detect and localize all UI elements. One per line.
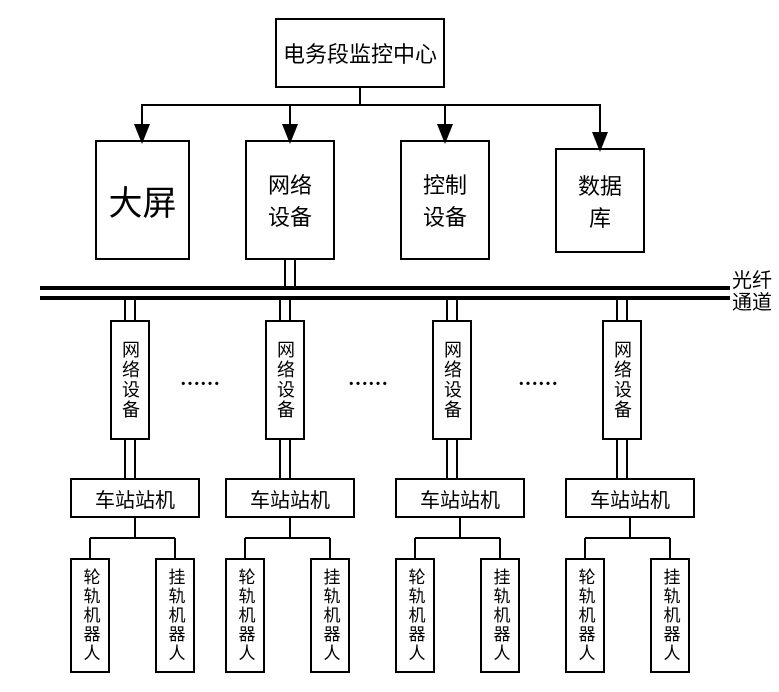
- database-box: 数据 库: [555, 148, 645, 253]
- wheel-rail-robot-box-1: 轮轨机器人: [70, 558, 110, 673]
- wheel-rail-robot-box-2: 轮轨机器人: [225, 558, 265, 673]
- hang-rail-robot-label-3: 挂轨机器人: [488, 568, 513, 663]
- wheel-rail-robot-label-1: 轮轨机器人: [78, 568, 103, 663]
- station-label-1: 车站站机: [95, 484, 175, 513]
- fiber-channel-label-line1: 光纤: [732, 270, 772, 292]
- monitoring-center-label: 电务段监控中心: [283, 37, 437, 69]
- control-equipment-label: 控制 设备: [423, 168, 467, 232]
- wheel-rail-robot-box-3: 轮轨机器人: [395, 558, 435, 673]
- hang-rail-robot-box-3: 挂轨机器人: [480, 558, 520, 673]
- fiber-channel-label: 光纤 通道: [732, 270, 772, 314]
- station-box-1: 车站站机: [70, 478, 200, 518]
- station-label-3: 车站站机: [420, 484, 500, 513]
- wheel-rail-robot-box-4: 轮轨机器人: [565, 558, 605, 673]
- fiber-channel-label-line2: 通道: [732, 292, 772, 314]
- station-network-label-1: 网络设备: [117, 340, 143, 420]
- hang-rail-robot-label-4: 挂轨机器人: [658, 568, 683, 663]
- station-box-3: 车站站机: [395, 478, 525, 518]
- station-label-4: 车站站机: [590, 484, 670, 513]
- wheel-rail-robot-label-2: 轮轨机器人: [233, 568, 258, 663]
- network-equipment-label: 网络 设备: [268, 168, 312, 232]
- hang-rail-robot-label-2: 挂轨机器人: [318, 568, 343, 663]
- station-network-box-3: 网络设备: [432, 320, 472, 440]
- ellipsis-1: ……: [180, 368, 220, 390]
- station-box-2: 车站站机: [225, 478, 355, 518]
- monitoring-center-box: 电务段监控中心: [275, 18, 445, 88]
- wheel-rail-robot-label-3: 轮轨机器人: [403, 568, 428, 663]
- hang-rail-robot-box-2: 挂轨机器人: [310, 558, 350, 673]
- diagram-canvas: 电务段监控中心 大屏 网络 设备 控制 设备 数据 库 网络设备 网络设备 网络…: [0, 0, 779, 692]
- hang-rail-robot-box-4: 挂轨机器人: [650, 558, 690, 673]
- station-network-label-3: 网络设备: [439, 340, 465, 420]
- station-network-box-2: 网络设备: [265, 320, 305, 440]
- control-equipment-box: 控制 设备: [400, 140, 490, 260]
- wheel-rail-robot-label-4: 轮轨机器人: [573, 568, 598, 663]
- big-screen-label: 大屏: [109, 176, 177, 225]
- hang-rail-robot-box-1: 挂轨机器人: [155, 558, 195, 673]
- ellipsis-3: ……: [518, 368, 558, 390]
- hang-rail-robot-label-1: 挂轨机器人: [163, 568, 188, 663]
- station-network-box-1: 网络设备: [110, 320, 150, 440]
- ellipsis-2: ……: [348, 368, 388, 390]
- database-label: 数据 库: [578, 169, 622, 233]
- station-network-label-2: 网络设备: [272, 340, 298, 420]
- big-screen-box: 大屏: [95, 140, 190, 260]
- station-network-box-4: 网络设备: [602, 320, 642, 440]
- station-box-4: 车站站机: [565, 478, 695, 518]
- network-equipment-box: 网络 设备: [245, 140, 335, 260]
- station-label-2: 车站站机: [250, 484, 330, 513]
- station-network-label-4: 网络设备: [609, 340, 635, 420]
